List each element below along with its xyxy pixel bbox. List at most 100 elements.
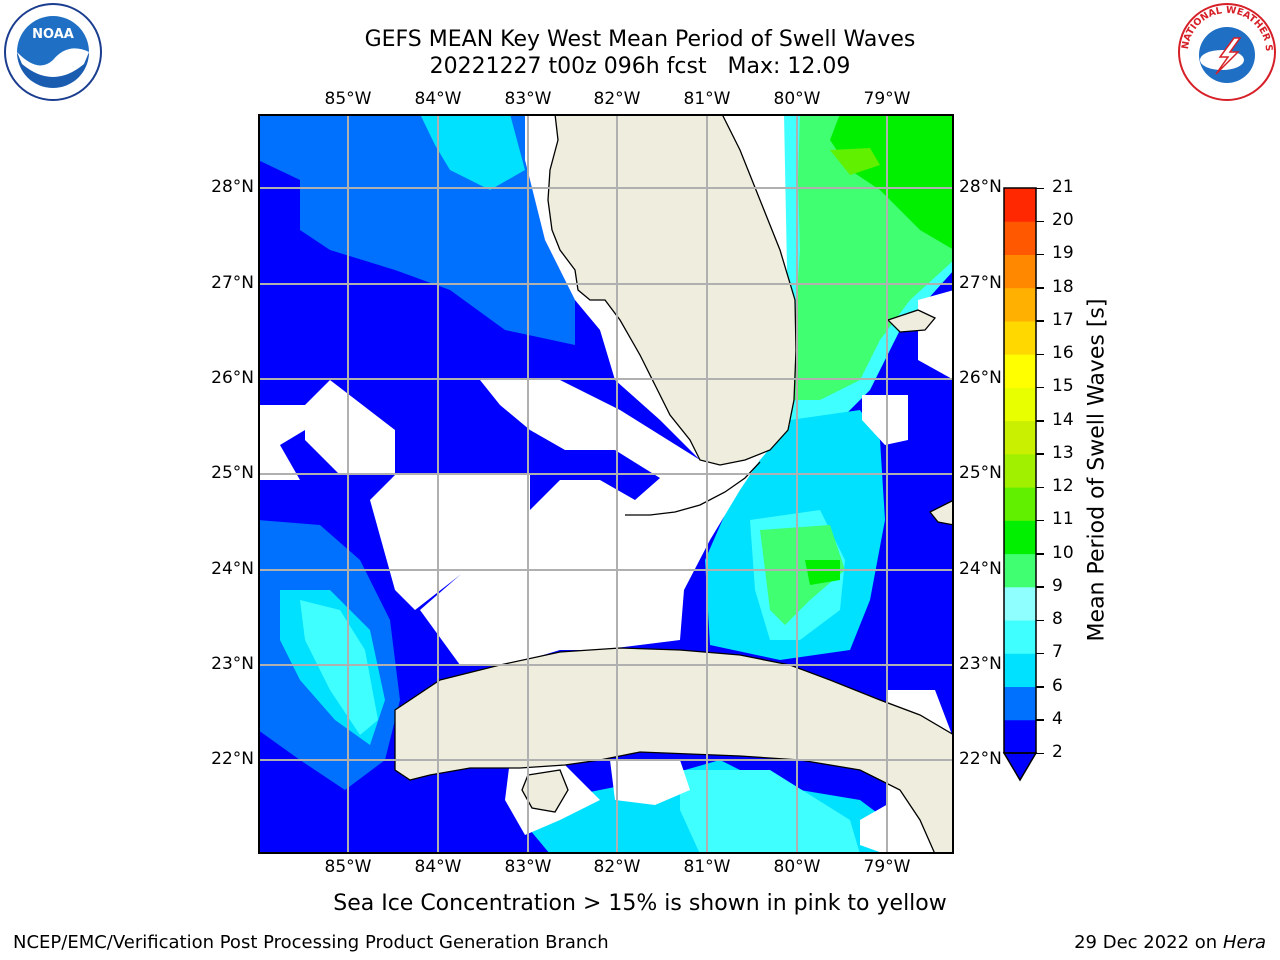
colorbar-cell bbox=[1004, 320, 1036, 355]
map-frame bbox=[258, 114, 954, 854]
colorbar-tick-label: 19 bbox=[1052, 243, 1074, 264]
colorbar-tick-label: 2 bbox=[1052, 742, 1063, 762]
colorbar-tick-mark bbox=[1036, 253, 1044, 256]
nodata-region-south2 bbox=[610, 760, 690, 805]
nws-logo-icon: NATIONAL WEATHER SERVICE bbox=[1176, 2, 1276, 101]
colorbar-cell bbox=[1004, 254, 1036, 289]
footer-org: NCEP/EMC/Verification Post Processing Pr… bbox=[13, 932, 609, 953]
colorbar-tick-mark bbox=[1036, 220, 1044, 223]
colorbar-tick-mark bbox=[1036, 353, 1044, 356]
lon-tick-bottom: 79°W bbox=[863, 857, 911, 877]
colorbar-tick-mark bbox=[1036, 619, 1044, 622]
colorbar-tick-label: 8 bbox=[1052, 609, 1063, 630]
lon-tick-bottom: 85°W bbox=[324, 857, 372, 877]
lon-tick-top: 84°W bbox=[414, 89, 462, 109]
lat-tick-right: 28°N bbox=[959, 177, 1002, 197]
nodata-region-southeast2 bbox=[860, 800, 910, 854]
colorbar-tick-mark bbox=[1036, 420, 1044, 422]
colorbar-tick-mark bbox=[1036, 519, 1044, 522]
lat-tick-left: 28°N bbox=[211, 177, 254, 197]
colorbar-cell bbox=[1004, 719, 1036, 754]
colorbar-tick-label: 7 bbox=[1052, 642, 1063, 663]
lat-tick-left: 25°N bbox=[211, 463, 254, 483]
colorbar-tick-label: 12 bbox=[1052, 476, 1074, 497]
contour-11-12-patch bbox=[830, 148, 880, 175]
nodata-region-west2 bbox=[305, 380, 395, 475]
lat-tick-right: 24°N bbox=[959, 559, 1002, 579]
nodata-region-bahamas-north bbox=[918, 290, 954, 380]
colorbar-cell bbox=[1004, 520, 1036, 555]
colorbar-tick-label: 15 bbox=[1052, 376, 1074, 397]
colorbar-cell bbox=[1004, 620, 1036, 654]
lon-tick-bottom: 81°W bbox=[683, 857, 731, 877]
plot-title-line1: GEFS MEAN Key West Mean Period of Swell … bbox=[364, 27, 916, 52]
nodata-region-west bbox=[258, 405, 305, 480]
colorbar-tick-mark bbox=[1036, 752, 1044, 754]
colorbar-tick-label: 20 bbox=[1052, 210, 1074, 231]
lat-tick-left: 24°N bbox=[211, 559, 254, 579]
colorbar-frame bbox=[1003, 187, 1037, 754]
nodata-region-central2 bbox=[370, 475, 530, 610]
colorbar-tick-label: 18 bbox=[1052, 276, 1074, 297]
colorbar-tick-mark bbox=[1036, 586, 1044, 588]
map-gridlines bbox=[258, 114, 954, 854]
colorbar-tick-label: 13 bbox=[1052, 442, 1074, 463]
colorbar-tick-mark bbox=[1036, 453, 1044, 455]
colorbar-tick-mark bbox=[1036, 719, 1044, 721]
lon-tick-top: 80°W bbox=[773, 89, 821, 109]
lat-tick-right: 23°N bbox=[959, 654, 1002, 674]
colorbar-tick-mark bbox=[1036, 287, 1044, 289]
land-isla-juventud bbox=[521, 769, 569, 813]
contour-9-10-straits bbox=[760, 525, 845, 625]
colorbar-tick-mark bbox=[1036, 486, 1044, 489]
footer-date: 29 Dec 2022 on Hera bbox=[1074, 932, 1266, 953]
colorbar-cell bbox=[1004, 287, 1036, 322]
noaa-logo-text: NOAA bbox=[32, 27, 74, 42]
swell-period-map bbox=[258, 114, 954, 854]
noaa-logo-icon: NOAA bbox=[4, 3, 102, 101]
lat-tick-left: 22°N bbox=[211, 749, 254, 769]
sea-ice-note: Sea Ice Concentration > 15% is shown in … bbox=[333, 891, 947, 916]
lon-tick-bottom: 82°W bbox=[593, 857, 641, 877]
colorbar-cell bbox=[1004, 453, 1036, 488]
footer-host: Hera bbox=[1222, 932, 1266, 953]
lat-tick-left: 23°N bbox=[211, 654, 254, 674]
colorbar-tick-label: 6 bbox=[1052, 675, 1063, 696]
colorbar-tick-label: 4 bbox=[1052, 708, 1063, 729]
lon-tick-top: 79°W bbox=[863, 89, 911, 109]
lon-tick-bottom: 83°W bbox=[504, 857, 552, 877]
land-florida-keys bbox=[625, 461, 761, 516]
colorbar-tick-mark bbox=[1036, 553, 1044, 555]
land-cuba bbox=[394, 647, 954, 854]
land-grand-bahama bbox=[886, 309, 937, 333]
plot-title-line2: 20221227 t00z 096h fcst Max: 12.09 bbox=[429, 54, 851, 79]
colorbar-cell bbox=[1004, 686, 1036, 721]
colorbar-cell bbox=[1004, 221, 1036, 255]
colorbar-cell bbox=[1004, 653, 1036, 688]
colorbar-tick-label: 21 bbox=[1052, 177, 1074, 197]
contour-10-11-straits bbox=[805, 560, 840, 585]
colorbar-tick-mark bbox=[1036, 187, 1044, 189]
colorbar-tick-label: 10 bbox=[1052, 542, 1074, 563]
colorbar-tick-label: 16 bbox=[1052, 343, 1074, 364]
colorbar-tick-label: 14 bbox=[1052, 409, 1074, 430]
colorbar-cell bbox=[1004, 487, 1036, 521]
contour-4-6-north bbox=[420, 114, 525, 190]
contour-10-11-northeast bbox=[830, 114, 954, 250]
colorbar-tick-label: 9 bbox=[1052, 575, 1063, 596]
lat-tick-right: 25°N bbox=[959, 463, 1002, 483]
colorbar-cell bbox=[1004, 188, 1036, 222]
colorbar-label: Mean Period of Swell Waves [s] bbox=[1084, 298, 1110, 642]
colorbar-tick-mark bbox=[1036, 652, 1044, 655]
colorbar-tick-mark bbox=[1036, 320, 1044, 322]
colorbar-cell bbox=[1004, 553, 1036, 588]
colorbar-cell bbox=[1004, 420, 1036, 455]
lon-tick-top: 81°W bbox=[683, 89, 731, 109]
nodata-region-bahamas bbox=[862, 395, 908, 445]
colorbar-cell bbox=[1004, 354, 1036, 388]
colorbar-tick-mark bbox=[1036, 386, 1044, 389]
lon-tick-bottom: 84°W bbox=[414, 857, 462, 877]
colorbar-tick-mark bbox=[1036, 686, 1044, 688]
colorbar-extend-triangle bbox=[1002, 752, 1038, 782]
lat-tick-right: 26°N bbox=[959, 368, 1002, 388]
